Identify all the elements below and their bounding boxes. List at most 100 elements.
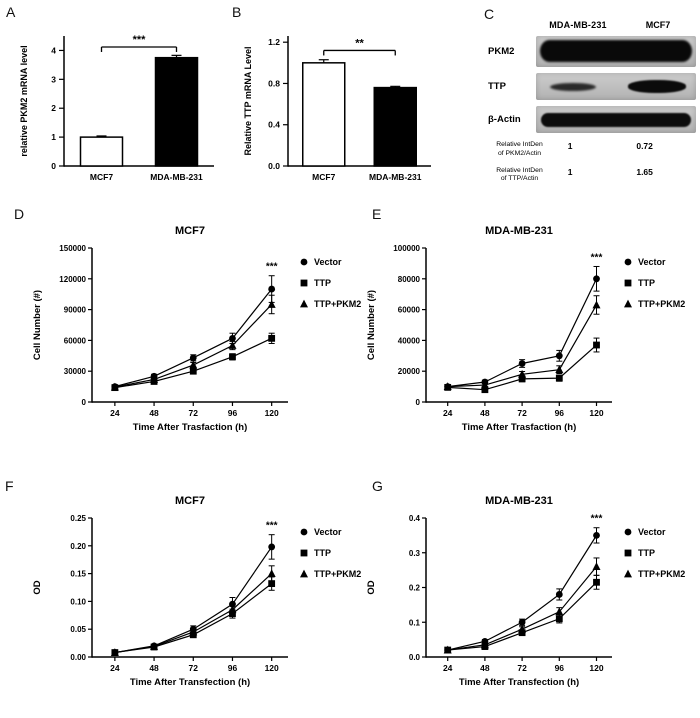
svg-text:150000: 150000: [59, 244, 86, 253]
ttp-band-mcf7: [628, 80, 686, 93]
svg-text:0: 0: [416, 398, 421, 407]
blot-row-label-ttp: TTP: [488, 81, 506, 92]
svg-text:TTP: TTP: [638, 278, 655, 288]
svg-text:24: 24: [110, 408, 120, 418]
svg-text:MDA-MB-231: MDA-MB-231: [150, 172, 203, 182]
svg-text:MCF7: MCF7: [312, 172, 335, 182]
svg-text:***: ***: [591, 514, 603, 525]
svg-text:***: ***: [266, 521, 278, 532]
svg-text:**: **: [355, 37, 364, 49]
quant-label-pkm2: Relative IntDen of PKM2/Actin: [488, 141, 551, 159]
svg-text:72: 72: [189, 663, 199, 673]
svg-text:0.10: 0.10: [70, 597, 86, 606]
panel-g-line-chart: MDA-MB-231 0.0 0.1 0.2 0.3 0.4 24 48 72 96 120 Time…: [362, 488, 697, 718]
svg-text:0: 0: [82, 398, 87, 407]
svg-text:120000: 120000: [59, 275, 86, 284]
svg-text:***: ***: [133, 34, 147, 46]
svg-text:***: ***: [266, 262, 278, 273]
svg-text:60000: 60000: [398, 306, 421, 315]
svg-text:Time After Transfection (h): Time After Transfection (h): [130, 677, 250, 688]
svg-text:48: 48: [480, 408, 490, 418]
svg-text:1: 1: [51, 132, 56, 142]
svg-text:96: 96: [228, 663, 238, 673]
svg-text:Cell Number (#): Cell Number (#): [32, 290, 43, 360]
svg-text:24: 24: [443, 408, 453, 418]
svg-text:96: 96: [555, 663, 565, 673]
svg-text:0.8: 0.8: [268, 78, 280, 88]
svg-text:0.0: 0.0: [268, 161, 280, 171]
panel-e-line-chart: MDA-MB-231 0 20000 40000 60000 80000 100000 24 4…: [362, 218, 697, 463]
svg-text:3: 3: [51, 74, 56, 84]
quant-row-ttp: Relative IntDen of TTP/Actin 1 1.65: [488, 167, 700, 185]
svg-text:MDA-MB-231: MDA-MB-231: [485, 225, 553, 237]
svg-text:TTP+PKM2: TTP+PKM2: [638, 569, 685, 579]
svg-text:TTP: TTP: [314, 548, 331, 558]
svg-text:MDA-MB-231: MDA-MB-231: [369, 172, 422, 182]
quant-label-line2: of TTP/Actin: [500, 175, 539, 183]
blot-row-pkm2: PKM2: [488, 36, 700, 67]
quant-label-line1: Relative IntDen: [496, 141, 543, 148]
svg-text:24: 24: [443, 663, 453, 673]
svg-text:0.25: 0.25: [70, 514, 86, 523]
svg-text:72: 72: [517, 408, 527, 418]
svg-text:MCF7: MCF7: [175, 225, 205, 237]
pkm2-blot-image: [536, 36, 696, 67]
panel-label-e: E: [372, 206, 382, 222]
svg-text:OD: OD: [32, 580, 43, 594]
svg-text:OD: OD: [366, 580, 377, 594]
actin-band: [541, 113, 691, 127]
svg-text:0.2: 0.2: [409, 584, 421, 593]
quant-label-ttp: Relative IntDen of TTP/Actin: [488, 167, 551, 185]
blot-row-ttp: TTP: [488, 73, 700, 100]
svg-text:Vector: Vector: [638, 527, 666, 537]
quant-row-pkm2: Relative IntDen of PKM2/Actin 1 0.72: [488, 141, 700, 159]
svg-text:Vector: Vector: [314, 527, 342, 537]
svg-text:72: 72: [189, 408, 199, 418]
svg-text:Vector: Vector: [314, 257, 342, 267]
svg-text:120: 120: [265, 663, 279, 673]
blot-row-label-actin: β-Actin: [488, 114, 521, 125]
svg-text:TTP: TTP: [314, 278, 331, 288]
svg-text:90000: 90000: [64, 306, 87, 315]
svg-text:100000: 100000: [393, 244, 420, 253]
blot-col-header-mda-mb-231: MDA-MB-231: [549, 20, 607, 30]
panel-label-a: A: [6, 4, 16, 20]
panel-label-c: C: [484, 6, 495, 22]
svg-text:Cell Number (#): Cell Number (#): [366, 290, 377, 360]
svg-text:MCF7: MCF7: [175, 495, 205, 507]
quant-value-ttp-mda: 1: [567, 166, 573, 177]
svg-text:48: 48: [149, 663, 159, 673]
blot-row-actin: β-Actin: [488, 106, 700, 133]
svg-text:0.4: 0.4: [409, 514, 421, 523]
svg-text:1.2: 1.2: [268, 37, 280, 47]
panel-label-d: D: [14, 206, 25, 222]
blot-row-label-pkm2: PKM2: [488, 46, 515, 57]
svg-text:20000: 20000: [398, 367, 421, 376]
svg-text:***: ***: [591, 252, 603, 263]
svg-text:2: 2: [51, 103, 56, 113]
svg-text:0.05: 0.05: [70, 625, 86, 634]
svg-text:Time After Transfection (h): Time After Transfection (h): [459, 677, 579, 688]
svg-text:120: 120: [589, 408, 603, 418]
svg-text:Time After Trasfaction (h): Time After Trasfaction (h): [133, 422, 248, 433]
svg-text:0.00: 0.00: [70, 653, 86, 662]
ttp-band-mda: [550, 83, 596, 91]
quant-value-pkm2-mda: 1: [567, 141, 573, 151]
quant-value-ttp-mcf7: 1.65: [636, 166, 653, 177]
svg-text:0.3: 0.3: [409, 549, 421, 558]
panel-f-line-chart: MCF7 0.00 0.05 0.10 0.15 0.20 0.25 24 48 72 96 120 T…: [28, 488, 373, 718]
svg-text:0.20: 0.20: [70, 542, 86, 551]
quant-value-pkm2-mcf7: 0.72: [636, 141, 653, 151]
svg-text:96: 96: [555, 408, 565, 418]
panel-label-g: G: [372, 478, 383, 494]
panel-d-line-chart: MCF7 0 30000 60000 90000 120000 150000 24 48 72 96…: [28, 218, 373, 463]
quant-label-line2: of PKM2/Actin: [497, 149, 542, 157]
blot-col-header-mcf7: MCF7: [645, 20, 671, 30]
svg-text:120: 120: [589, 663, 603, 673]
svg-text:80000: 80000: [398, 275, 421, 284]
panel-label-f: F: [5, 478, 14, 494]
svg-text:24: 24: [110, 663, 120, 673]
svg-text:0.0: 0.0: [409, 653, 421, 662]
svg-text:0.4: 0.4: [268, 120, 280, 130]
svg-text:TTP+PKM2: TTP+PKM2: [638, 299, 685, 309]
